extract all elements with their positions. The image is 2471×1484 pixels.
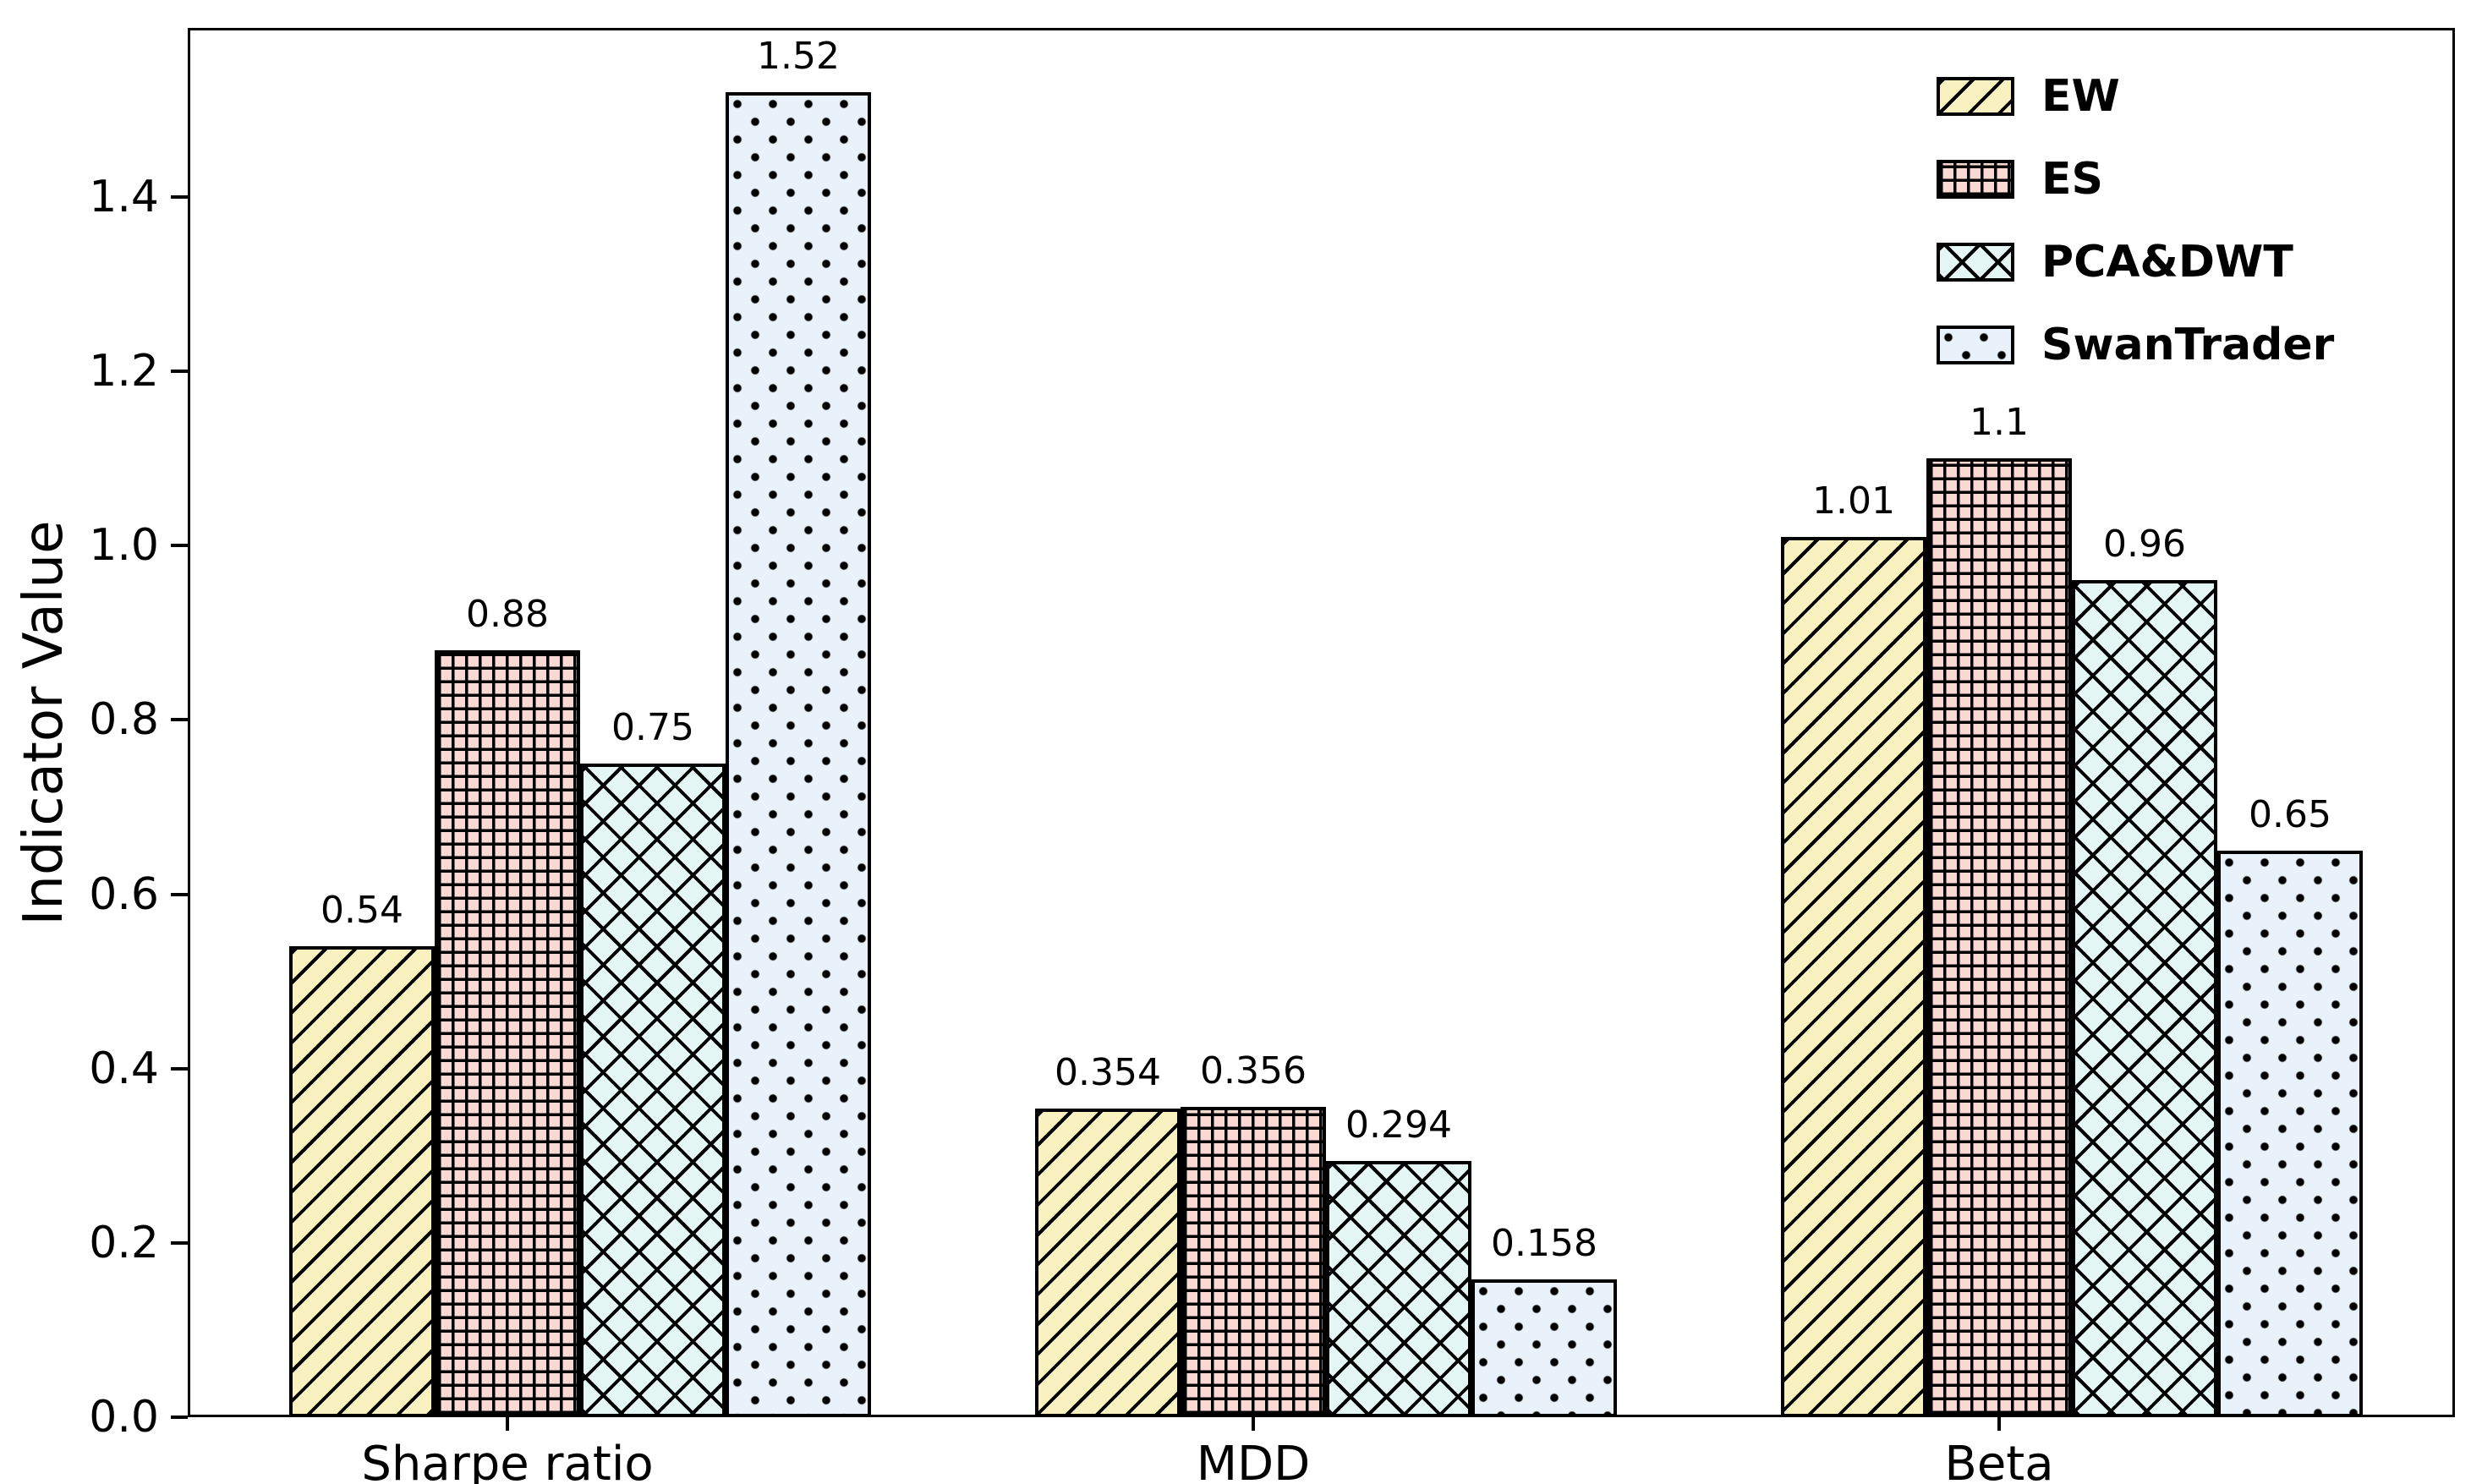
bar-swantrader-sharpe-ratio [726, 92, 871, 1417]
x-tick-label-mdd: MDD [1196, 1437, 1311, 1484]
y-tick-mark [171, 544, 188, 548]
y-tick-label: 0.6 [89, 868, 159, 920]
x-tick-label-beta: Beta [1944, 1437, 2054, 1484]
y-tick-mark [171, 718, 188, 722]
y-tick-mark [171, 194, 188, 199]
y-tick-label: 1.4 [89, 171, 159, 222]
legend-item-pca-dwt: PCA&DWT [1937, 238, 2334, 286]
legend-item-es: ES [1937, 156, 2334, 203]
bar-es-sharpe-ratio [435, 649, 580, 1417]
legend-label-es: ES [2041, 154, 2103, 205]
legend-label-pca-dwt: PCA&DWT [2041, 237, 2293, 287]
bar-swantrader-beta [2217, 851, 2363, 1417]
legend-swatch-es [1937, 160, 2014, 199]
x-tick-mark [1997, 1417, 2001, 1431]
bar-ew-mdd [1035, 1109, 1181, 1417]
bar-value-label-pca-dwt-mdd: 0.294 [1345, 1103, 1452, 1147]
bar-value-label-es-sharpe-ratio: 0.88 [466, 592, 549, 636]
bar-value-label-es-mdd: 0.356 [1200, 1049, 1307, 1093]
y-tick-mark [171, 1066, 188, 1071]
y-tick-mark [171, 370, 188, 374]
bar-es-beta [1926, 458, 2072, 1417]
bar-value-label-ew-mdd: 0.354 [1055, 1051, 1161, 1095]
y-tick-mark [171, 1416, 188, 1419]
bar-value-label-swantrader-beta: 0.65 [2249, 793, 2331, 837]
y-tick-mark [171, 1240, 188, 1245]
x-tick-label-sharpe-ratio: Sharpe ratio [361, 1437, 654, 1484]
legend-swatch-pca-dwt [1937, 243, 2014, 282]
bar-value-label-ew-sharpe-ratio: 0.54 [321, 889, 403, 933]
bar-swantrader-mdd [1471, 1279, 1617, 1417]
bar-value-label-ew-beta: 1.01 [1812, 479, 1895, 523]
bar-ew-sharpe-ratio [289, 946, 435, 1417]
legend-item-swantrader: SwanTrader [1937, 321, 2334, 369]
legend-swatch-swantrader [1937, 326, 2014, 364]
bar-value-label-swantrader-sharpe-ratio: 1.52 [757, 35, 840, 79]
bar-value-label-pca-dwt-beta: 0.96 [2103, 523, 2186, 567]
bar-pca-dwt-beta [2072, 580, 2217, 1417]
legend-swatch-ew [1937, 77, 2014, 116]
legend: EW ES PCA&DWT SwanTrader [1937, 73, 2334, 369]
y-tick-label: 0.4 [89, 1043, 159, 1094]
bar-es-mdd [1181, 1107, 1326, 1417]
y-tick-label: 0.2 [89, 1217, 159, 1268]
y-tick-mark [171, 892, 188, 896]
y-tick-label: 1.0 [89, 520, 159, 572]
bar-pca-dwt-sharpe-ratio [580, 763, 726, 1417]
y-tick-label: 1.2 [89, 346, 159, 397]
legend-label-ew: EW [2041, 71, 2120, 122]
bar-pca-dwt-mdd [1326, 1160, 1471, 1417]
y-tick-label: 0.0 [89, 1392, 159, 1443]
x-tick-mark [1252, 1417, 1255, 1431]
bar-value-label-pca-dwt-sharpe-ratio: 0.75 [611, 705, 694, 749]
legend-item-ew: EW [1937, 73, 2334, 120]
y-tick-label: 0.8 [89, 694, 159, 746]
x-tick-mark [506, 1417, 509, 1431]
legend-label-swantrader: SwanTrader [2041, 320, 2335, 370]
bar-ew-beta [1781, 536, 1926, 1417]
bar-value-label-es-beta: 1.1 [1970, 401, 2029, 445]
bar-value-label-swantrader-mdd: 0.158 [1491, 1222, 1597, 1266]
